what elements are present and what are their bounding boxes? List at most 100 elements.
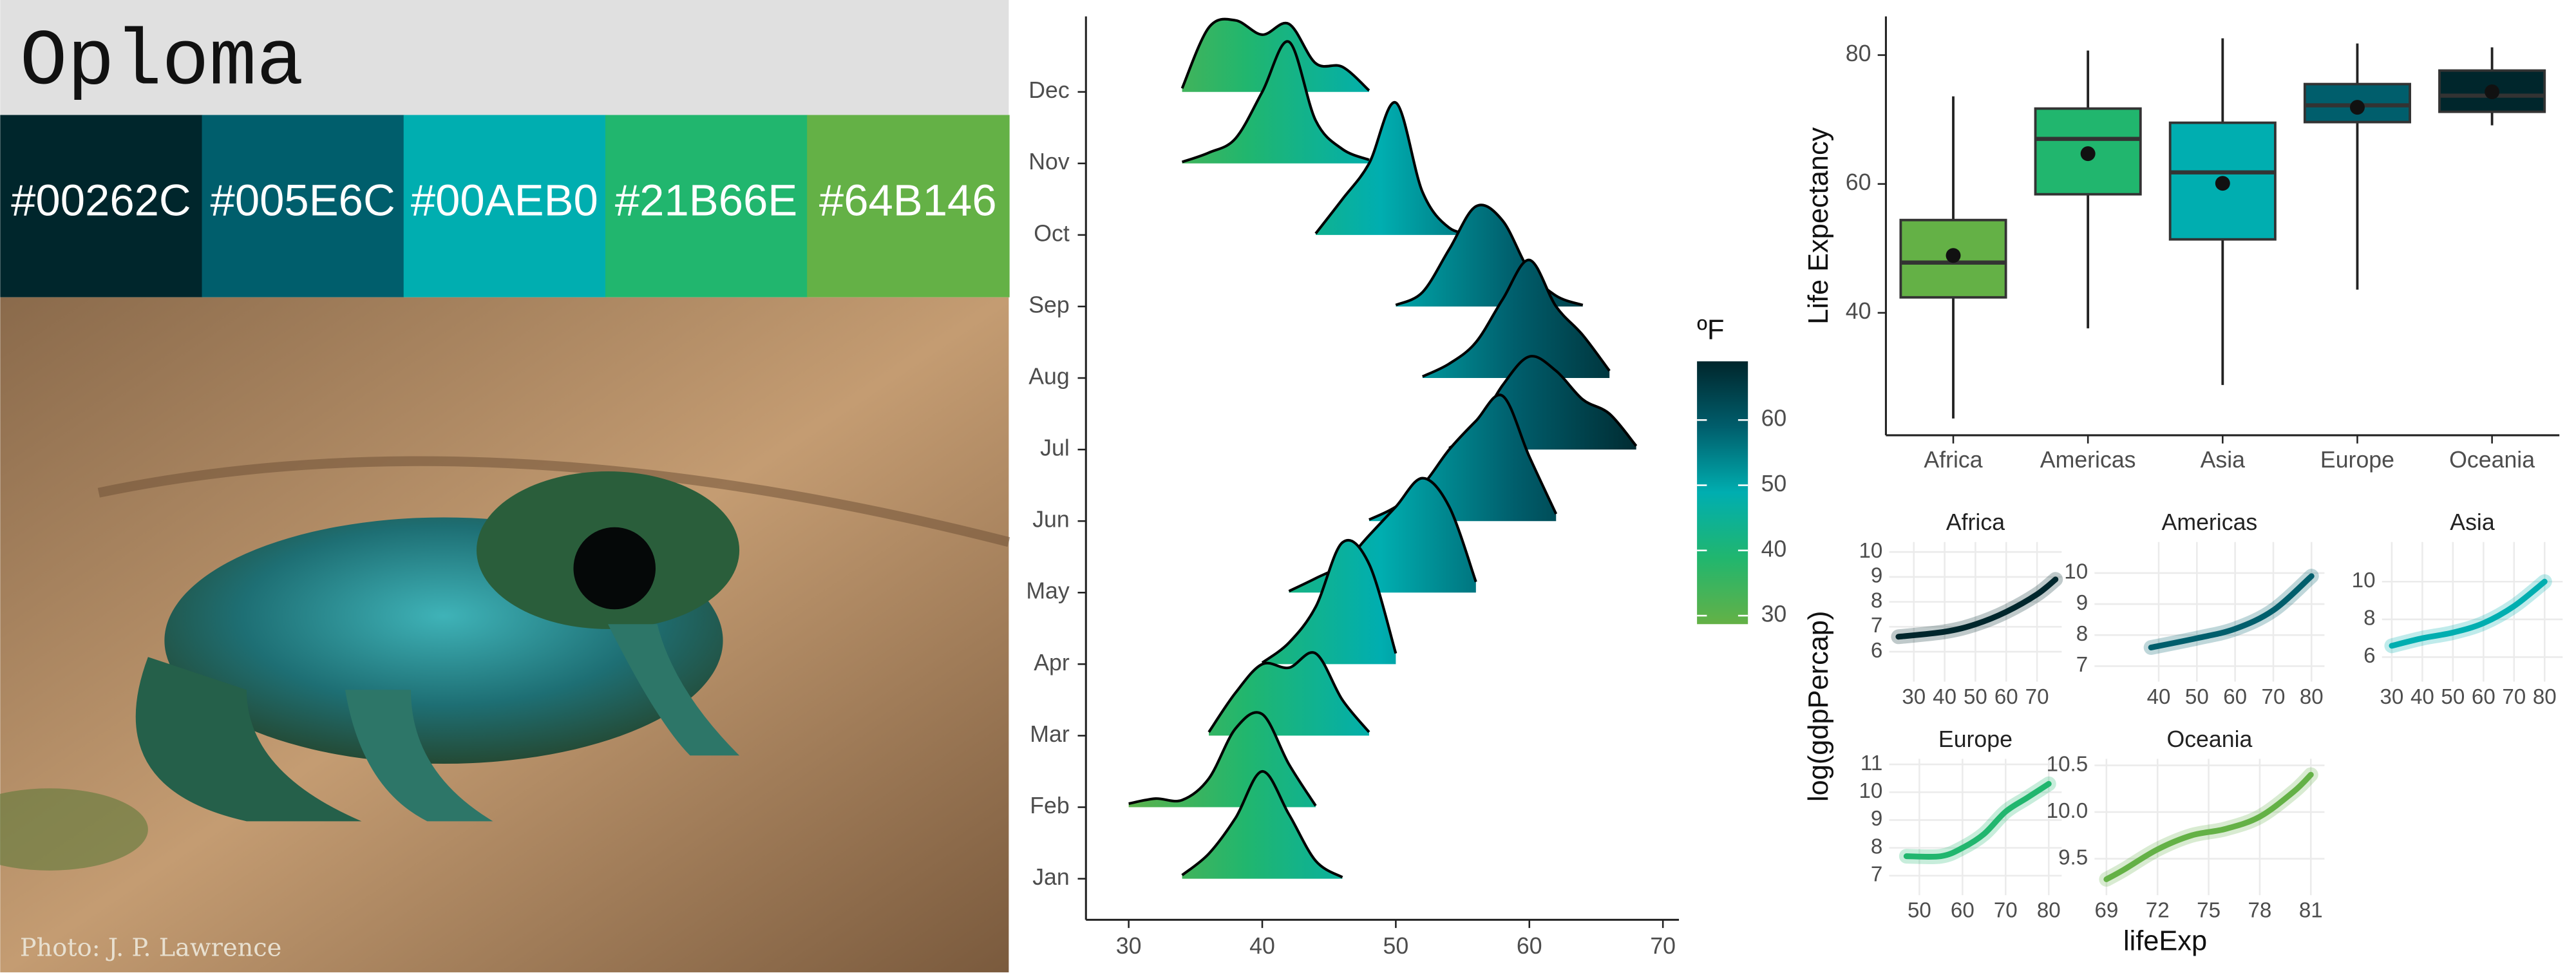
swatch-label: #21B66E bbox=[615, 175, 797, 225]
x-tick-label: Africa bbox=[1924, 447, 1982, 473]
y-tick-label: 8 bbox=[2363, 607, 2375, 630]
x-tick-label: 81 bbox=[2299, 898, 2323, 922]
x-tick-label: 50 bbox=[2441, 685, 2465, 709]
x-tick-label: 70 bbox=[1650, 933, 1676, 959]
frog-leg bbox=[135, 657, 362, 822]
facet-title: Europe bbox=[1938, 726, 2012, 752]
y-tick-label: Jun bbox=[1032, 507, 1070, 533]
x-tick-label: 60 bbox=[2472, 685, 2496, 709]
x-tick-label: 30 bbox=[1116, 933, 1142, 959]
y-tick-label: 9 bbox=[1871, 807, 1882, 831]
y-tick-label: 8 bbox=[2076, 622, 2088, 646]
y-tick-label: 80 bbox=[1846, 41, 1871, 66]
swatch-label: #00AEB0 bbox=[411, 175, 598, 225]
y-tick-label: 7 bbox=[2076, 653, 2088, 677]
y-tick-label: 10 bbox=[2352, 569, 2376, 592]
facet-title: Asia bbox=[2450, 509, 2495, 535]
photo-credit: Photo: J. P. Lawrence bbox=[20, 933, 281, 962]
palette-title: Oploma bbox=[20, 17, 304, 107]
ridge-line bbox=[1261, 538, 1397, 664]
y-tick-label: 8 bbox=[1871, 589, 1882, 612]
y-tick-label: May bbox=[1026, 578, 1070, 604]
trend-line bbox=[1895, 576, 2059, 640]
y-tick-label: Jul bbox=[1040, 435, 1070, 461]
ridge-area bbox=[1315, 102, 1476, 235]
y-tick-label: 11 bbox=[1861, 751, 1882, 775]
ridgeline-chart: 30 40 50 60 70 Jan Feb Mar Apr May Jun Jul Aug Sep Oct… bbox=[1026, 16, 1787, 959]
swatch bbox=[0, 115, 203, 298]
y-tick-label: Feb bbox=[1030, 793, 1069, 818]
y-tick-label: 40 bbox=[1846, 298, 1871, 324]
frog-arm bbox=[608, 624, 740, 756]
y-tick-label: 6 bbox=[2363, 644, 2375, 668]
swatch bbox=[807, 115, 1010, 298]
title-bar bbox=[0, 0, 1009, 115]
y-tick-label: 9 bbox=[1871, 564, 1882, 588]
x-tick-label: 60 bbox=[1994, 685, 2018, 709]
y-tick-label: 6 bbox=[1871, 639, 1882, 663]
ridge-area bbox=[1209, 652, 1369, 736]
x-tick-label: 80 bbox=[2300, 685, 2324, 709]
y-tick-label: 10 bbox=[1859, 779, 1882, 803]
x-tick-label: 40 bbox=[2410, 685, 2434, 709]
ridge-line bbox=[1180, 17, 1370, 92]
mean bbox=[2215, 176, 2230, 191]
y-tick-label: 10.5 bbox=[2047, 752, 2088, 776]
ridge-area bbox=[1422, 260, 1610, 379]
y-tick-label: 7 bbox=[1871, 614, 1882, 638]
trend-line bbox=[2103, 771, 2314, 882]
x-tick-label: Oceania bbox=[2449, 447, 2535, 473]
y-tick-label: 7 bbox=[1871, 863, 1882, 887]
ridge-line bbox=[1128, 711, 1317, 807]
trend-band bbox=[2384, 574, 2552, 654]
ridge-line bbox=[1288, 477, 1477, 592]
x-tick-label: 40 bbox=[1249, 933, 1275, 959]
trend-line bbox=[2148, 573, 2315, 650]
swatch-label: #005E6C bbox=[211, 175, 395, 225]
facet-title: Americas bbox=[2162, 509, 2258, 535]
colorbar-label: 40 bbox=[1761, 536, 1787, 562]
swatch bbox=[605, 115, 808, 298]
x-tick-label: 40 bbox=[1933, 685, 1956, 709]
ridge-line bbox=[1421, 258, 1611, 378]
swatch-label: #00262C bbox=[11, 175, 191, 225]
x-tick-label: 70 bbox=[2262, 685, 2286, 709]
x-tick-label: 30 bbox=[1902, 685, 1926, 709]
swatch bbox=[202, 115, 405, 298]
colorbar-label: 50 bbox=[1761, 471, 1787, 496]
y-tick-label: 10 bbox=[2064, 560, 2088, 584]
mean bbox=[2349, 100, 2365, 115]
trend-band bbox=[1891, 572, 2063, 645]
y-axis-label: Life Expectancy bbox=[1803, 127, 1834, 324]
ridge-line bbox=[1208, 651, 1370, 733]
x-tick-label: 40 bbox=[2147, 685, 2171, 709]
x-tick-label: 60 bbox=[2223, 685, 2247, 709]
ridge-area bbox=[1368, 395, 1557, 522]
facet-title: Oceania bbox=[2166, 726, 2252, 752]
x-tick-label: 50 bbox=[2185, 685, 2209, 709]
photo: Photo: J. P. Lawrence bbox=[0, 297, 1010, 972]
y-tick-label: 10.0 bbox=[2047, 799, 2088, 823]
swatch bbox=[403, 115, 607, 298]
y-tick-label: Mar bbox=[1030, 721, 1070, 747]
colorbar bbox=[1697, 361, 1748, 625]
x-tick-label: 70 bbox=[1994, 898, 2018, 922]
x-tick-label: 60 bbox=[1517, 933, 1542, 959]
x-tick-label: 75 bbox=[2197, 898, 2221, 922]
colorbar-label: 30 bbox=[1761, 601, 1787, 627]
colorbar-title: ºF bbox=[1697, 315, 1724, 346]
frog-eye bbox=[573, 527, 656, 610]
y-tick-label: Sep bbox=[1028, 292, 1069, 317]
box-chart: Life Expectancy 40 60 80 Africa Americas Asia E… bbox=[1803, 16, 2560, 473]
trend-band bbox=[2143, 569, 2319, 655]
x-tick-label: 50 bbox=[1964, 685, 1987, 709]
y-tick-label: Jan bbox=[1032, 864, 1070, 890]
mean bbox=[1946, 248, 1961, 263]
ridge-line bbox=[1181, 770, 1343, 879]
y-tick-label: Apr bbox=[1034, 650, 1070, 675]
y-tick-label: 10 bbox=[1859, 539, 1882, 563]
x-tick-label: 80 bbox=[2533, 685, 2557, 709]
